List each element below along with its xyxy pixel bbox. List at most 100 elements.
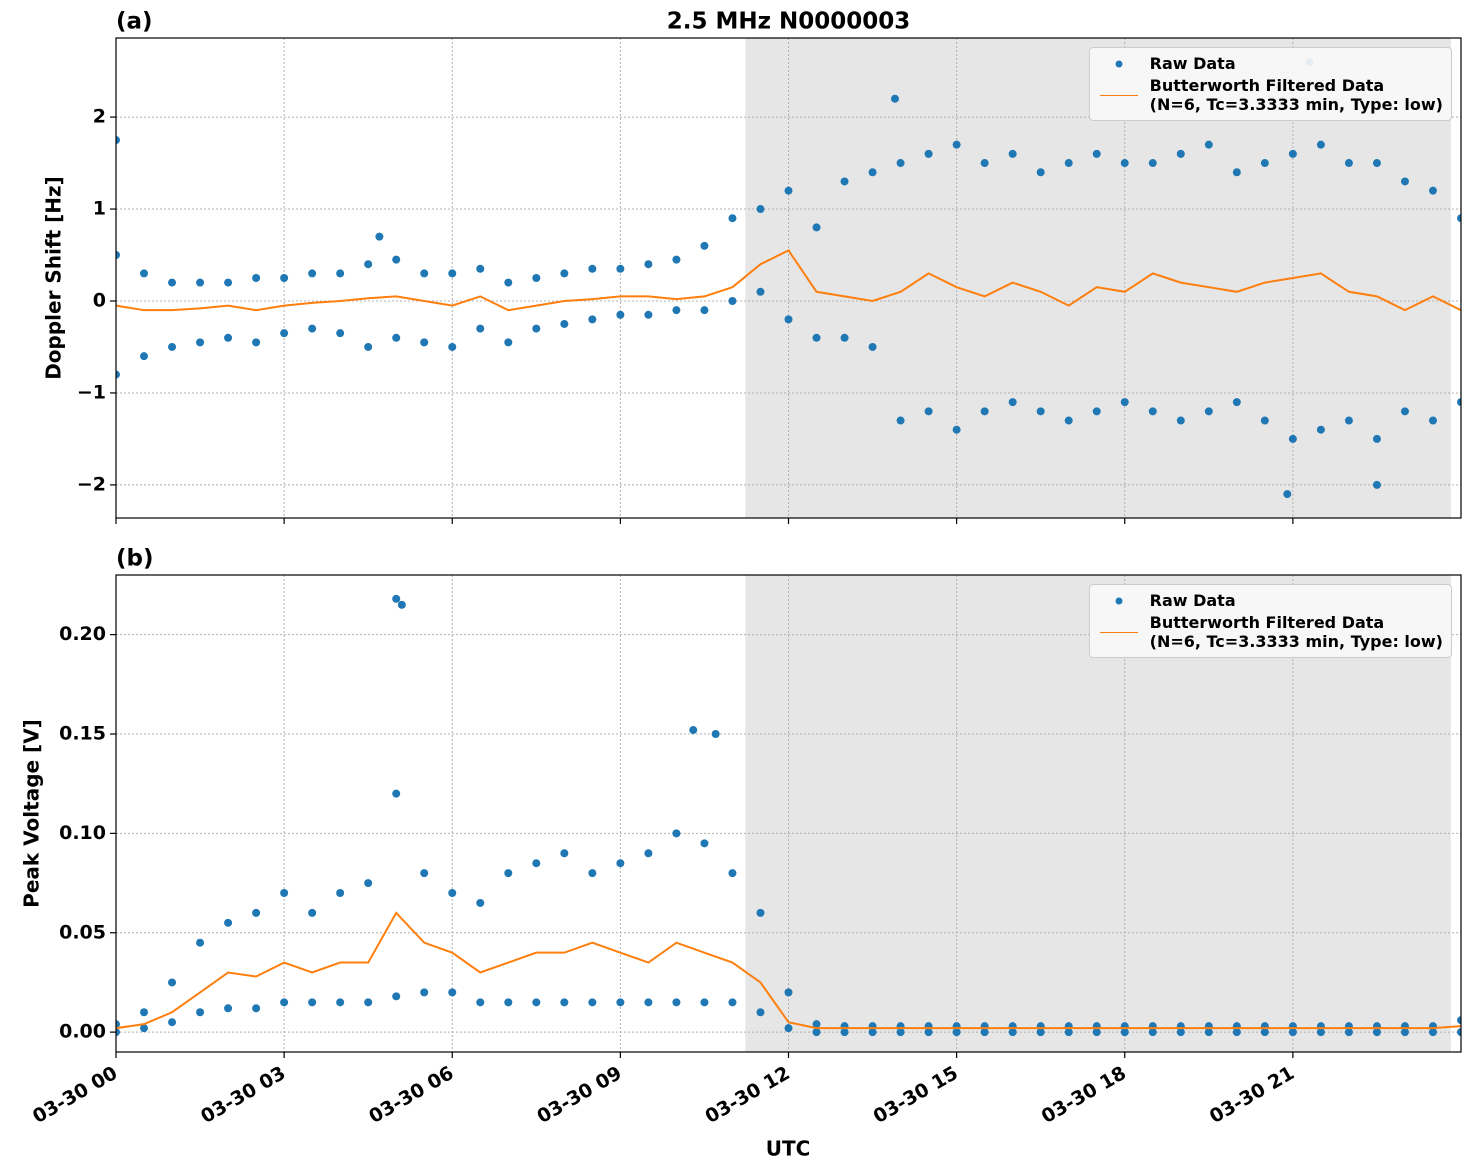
- x-tick-label: 03-30 06: [365, 1062, 457, 1128]
- raw-point: [952, 1028, 961, 1037]
- raw-point: [1148, 1028, 1157, 1037]
- raw-point: [308, 998, 317, 1007]
- chart-title: 2.5 MHz N0000003: [667, 9, 911, 35]
- raw-point: [588, 264, 597, 273]
- legend-label: Butterworth Filtered Data (N=6, Tc=3.333…: [1149, 76, 1443, 114]
- raw-point: [616, 264, 625, 273]
- raw-point: [644, 260, 653, 269]
- y-tick-label: 0: [93, 289, 106, 311]
- raw-point: [896, 416, 905, 425]
- raw-point: [1120, 159, 1129, 168]
- raw-point: [397, 600, 406, 609]
- raw-point: [364, 998, 373, 1007]
- raw-point: [336, 269, 345, 278]
- raw-point: [1064, 159, 1073, 168]
- raw-point: [952, 425, 961, 434]
- raw-point: [168, 342, 177, 351]
- raw-point: [1400, 1028, 1409, 1037]
- raw-point: [375, 232, 384, 241]
- y-tick-label: 0.15: [59, 723, 106, 745]
- raw-point: [616, 859, 625, 868]
- raw-point: [700, 998, 709, 1007]
- raw-point: [116, 136, 120, 145]
- raw-point: [1260, 159, 1269, 168]
- raw-point: [504, 869, 513, 878]
- raw-point: [644, 998, 653, 1007]
- raw-point: [672, 998, 681, 1007]
- plot-area: [116, 57, 1461, 499]
- raw-point: [896, 159, 905, 168]
- raw-point: [756, 287, 765, 296]
- raw-point: [700, 839, 709, 848]
- raw-point: [116, 251, 120, 260]
- raw-point: [672, 306, 681, 315]
- raw-point: [1064, 1028, 1073, 1037]
- raw-point: [1176, 416, 1185, 425]
- raw-point: [1400, 407, 1409, 416]
- legend-label: Butterworth Filtered Data (N=6, Tc=3.333…: [1149, 613, 1443, 651]
- legend-key: [1098, 54, 1140, 74]
- raw-point: [476, 998, 485, 1007]
- raw-point: [616, 998, 625, 1007]
- raw-point: [1283, 490, 1292, 499]
- raw-point: [868, 168, 877, 177]
- raw-point: [476, 898, 485, 907]
- raw-point: [980, 159, 989, 168]
- raw-point: [1428, 186, 1437, 195]
- raw-point: [700, 241, 709, 250]
- raw-point: [1232, 168, 1241, 177]
- y-tick-label: −2: [77, 473, 106, 495]
- raw-point: [448, 342, 457, 351]
- x-tick-label: 03-30 00: [29, 1062, 121, 1128]
- raw-point: [1316, 140, 1325, 149]
- raw-point: [1288, 149, 1297, 158]
- raw-point: [1092, 407, 1101, 416]
- raw-point: [756, 908, 765, 917]
- raw-point: [756, 1008, 765, 1017]
- raw-point: [168, 1018, 177, 1027]
- raw-point: [168, 978, 177, 987]
- filtered-line: [116, 249, 1461, 312]
- raw-point: [280, 329, 289, 338]
- raw-point: [812, 1020, 821, 1029]
- raw-point: [1457, 1016, 1461, 1025]
- legend-marker: [1115, 60, 1123, 68]
- legend: Raw Data Butterworth Filtered Data (N=6, …: [1088, 584, 1452, 658]
- raw-point: [1008, 398, 1017, 407]
- raw-point: [532, 324, 541, 333]
- raw-point: [868, 1028, 877, 1037]
- raw-point: [1120, 1028, 1129, 1037]
- raw-point: [1344, 416, 1353, 425]
- raw-point: [616, 310, 625, 319]
- legend-key: [1098, 591, 1140, 611]
- raw-point: [812, 333, 821, 342]
- legend-swatch: [1099, 632, 1138, 634]
- raw-point: [560, 849, 569, 858]
- raw-point: [784, 315, 793, 324]
- y-axis-label: Peak Voltage [V]: [20, 719, 44, 908]
- raw-point: [420, 338, 429, 347]
- raw-point: [890, 94, 899, 103]
- raw-point: [1316, 425, 1325, 434]
- raw-point: [1344, 1028, 1353, 1037]
- y-tick-label: 0.20: [59, 623, 106, 645]
- raw-point: [812, 1028, 821, 1037]
- raw-point: [1457, 1028, 1461, 1037]
- y-tick-label: 1: [93, 198, 106, 220]
- raw-point: [1400, 177, 1409, 186]
- raw-point: [1372, 159, 1381, 168]
- raw-point: [504, 278, 513, 287]
- raw-point: [560, 269, 569, 278]
- raw-point: [1036, 168, 1045, 177]
- legend-label: Raw Data: [1149, 54, 1236, 73]
- y-tick-label: 0.10: [59, 822, 106, 844]
- raw-point: [588, 315, 597, 324]
- raw-point: [980, 407, 989, 416]
- x-tick-label: 03-30 12: [701, 1062, 793, 1128]
- x-tick-label: 03-30 09: [533, 1062, 625, 1128]
- raw-point: [476, 264, 485, 273]
- raw-point: [116, 370, 120, 379]
- raw-point: [924, 407, 933, 416]
- raw-point: [476, 324, 485, 333]
- raw-point: [1316, 1028, 1325, 1037]
